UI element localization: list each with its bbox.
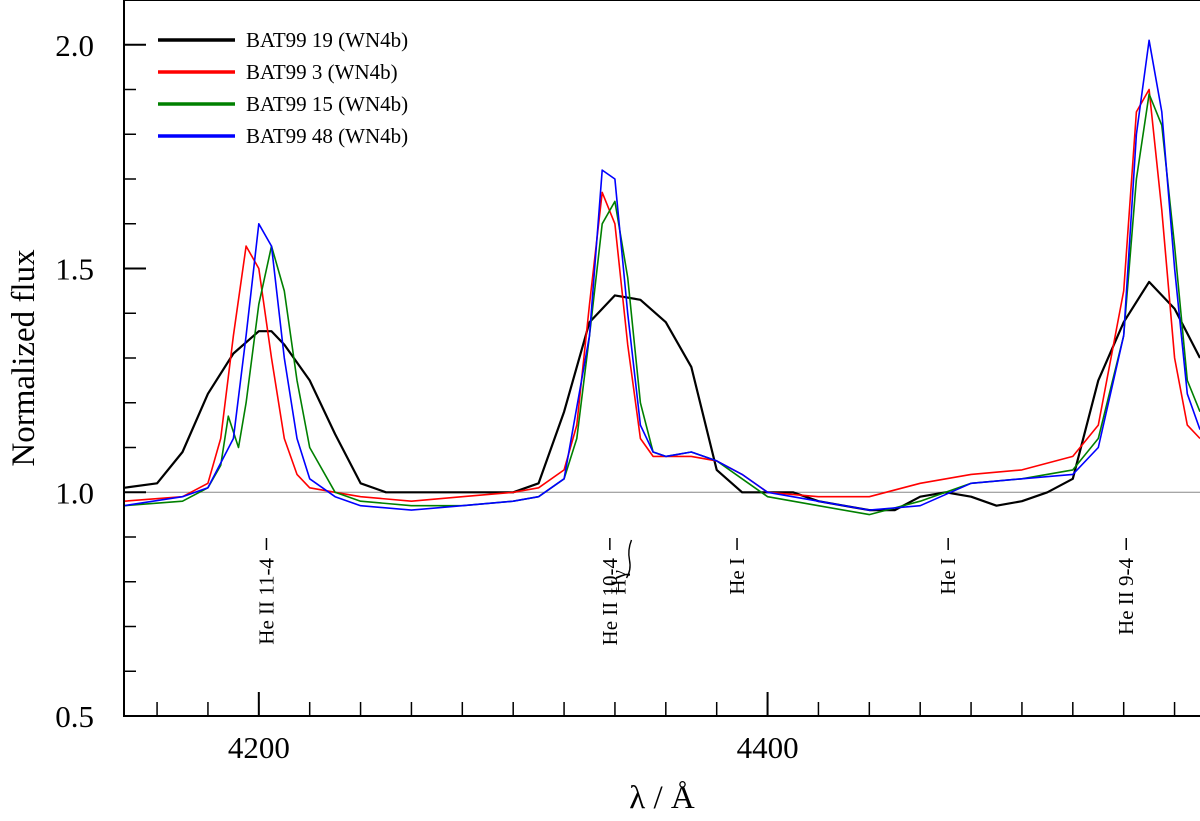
x-axis-label: λ / Å bbox=[629, 779, 695, 816]
x-tick-label: 4200 bbox=[228, 730, 290, 765]
series-line-4 bbox=[124, 39, 1200, 511]
y-tick-label: 1.5 bbox=[55, 252, 94, 287]
line-id-label: He II 9-4 bbox=[1114, 558, 1138, 635]
line-id-label: Hγ bbox=[607, 570, 631, 594]
y-tick-label: 0.5 bbox=[55, 699, 94, 734]
series-line-2 bbox=[124, 88, 1200, 503]
hgamma-bracket bbox=[625, 539, 633, 579]
legend-entry-4: BAT99 48 (WN4b) bbox=[158, 124, 408, 148]
line-id-6: He II 9-4 bbox=[1114, 538, 1138, 635]
legend-entry-1: BAT99 19 (WN4b) bbox=[158, 28, 408, 52]
line-id-5: He I bbox=[936, 538, 960, 595]
line-id-label: He II 10-4 bbox=[598, 558, 622, 646]
y-axis-label: Normalized flux bbox=[6, 249, 42, 467]
line-id-label: He II 11-4 bbox=[254, 558, 278, 645]
y-tick-label: 2.0 bbox=[55, 28, 94, 63]
line-id-3: Hγ bbox=[607, 539, 633, 594]
series-line-3 bbox=[124, 93, 1200, 516]
line-id-label: He I bbox=[936, 558, 960, 595]
line-id-label: He I bbox=[725, 558, 749, 595]
legend-label: BAT99 19 (WN4b) bbox=[246, 28, 408, 52]
legend-entry-3: BAT99 15 (WN4b) bbox=[158, 92, 408, 116]
legend: BAT99 19 (WN4b) BAT99 3 (WN4b) BAT99 15 (W… bbox=[158, 28, 408, 148]
legend-entry-2: BAT99 3 (WN4b) bbox=[158, 60, 398, 84]
line-id-1: He II 11-4 bbox=[254, 538, 278, 645]
line-id-4: He I bbox=[725, 538, 749, 595]
legend-label: BAT99 3 (WN4b) bbox=[246, 60, 398, 84]
x-tick-label: 4400 bbox=[737, 730, 799, 765]
ticks-layer: 0.5 1.0 1.5 2.0 4200 4400 bbox=[55, 0, 1176, 765]
legend-label: BAT99 48 (WN4b) bbox=[246, 124, 408, 148]
line-id-2: He II 10-4 bbox=[598, 538, 622, 645]
series-layer bbox=[124, 39, 1200, 516]
legend-label: BAT99 15 (WN4b) bbox=[246, 92, 408, 116]
annotations-layer: He II 11-4 He II 10-4Hγ He I He I He II 9-4 bbox=[254, 538, 1138, 645]
y-tick-label: 1.0 bbox=[55, 475, 94, 510]
